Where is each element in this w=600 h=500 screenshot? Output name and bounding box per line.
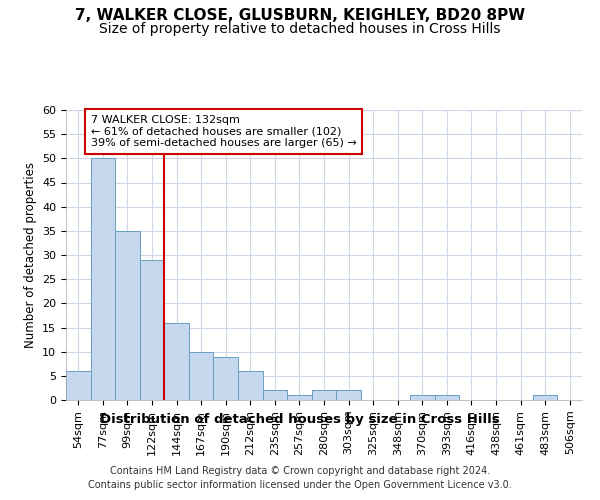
- Text: Distribution of detached houses by size in Cross Hills: Distribution of detached houses by size …: [100, 412, 500, 426]
- Text: Contains HM Land Registry data © Crown copyright and database right 2024.
Contai: Contains HM Land Registry data © Crown c…: [88, 466, 512, 490]
- Bar: [238, 371, 263, 400]
- Bar: [263, 390, 287, 400]
- Bar: [410, 395, 434, 400]
- Bar: [140, 260, 164, 400]
- Bar: [533, 395, 557, 400]
- Bar: [91, 158, 115, 400]
- Bar: [115, 231, 140, 400]
- Bar: [434, 395, 459, 400]
- Text: 7, WALKER CLOSE, GLUSBURN, KEIGHLEY, BD20 8PW: 7, WALKER CLOSE, GLUSBURN, KEIGHLEY, BD2…: [75, 8, 525, 22]
- Bar: [66, 371, 91, 400]
- Bar: [312, 390, 336, 400]
- Bar: [189, 352, 214, 400]
- Y-axis label: Number of detached properties: Number of detached properties: [23, 162, 37, 348]
- Bar: [214, 356, 238, 400]
- Bar: [287, 395, 312, 400]
- Bar: [336, 390, 361, 400]
- Bar: [164, 322, 189, 400]
- Text: Size of property relative to detached houses in Cross Hills: Size of property relative to detached ho…: [99, 22, 501, 36]
- Text: 7 WALKER CLOSE: 132sqm
← 61% of detached houses are smaller (102)
39% of semi-de: 7 WALKER CLOSE: 132sqm ← 61% of detached…: [91, 115, 356, 148]
